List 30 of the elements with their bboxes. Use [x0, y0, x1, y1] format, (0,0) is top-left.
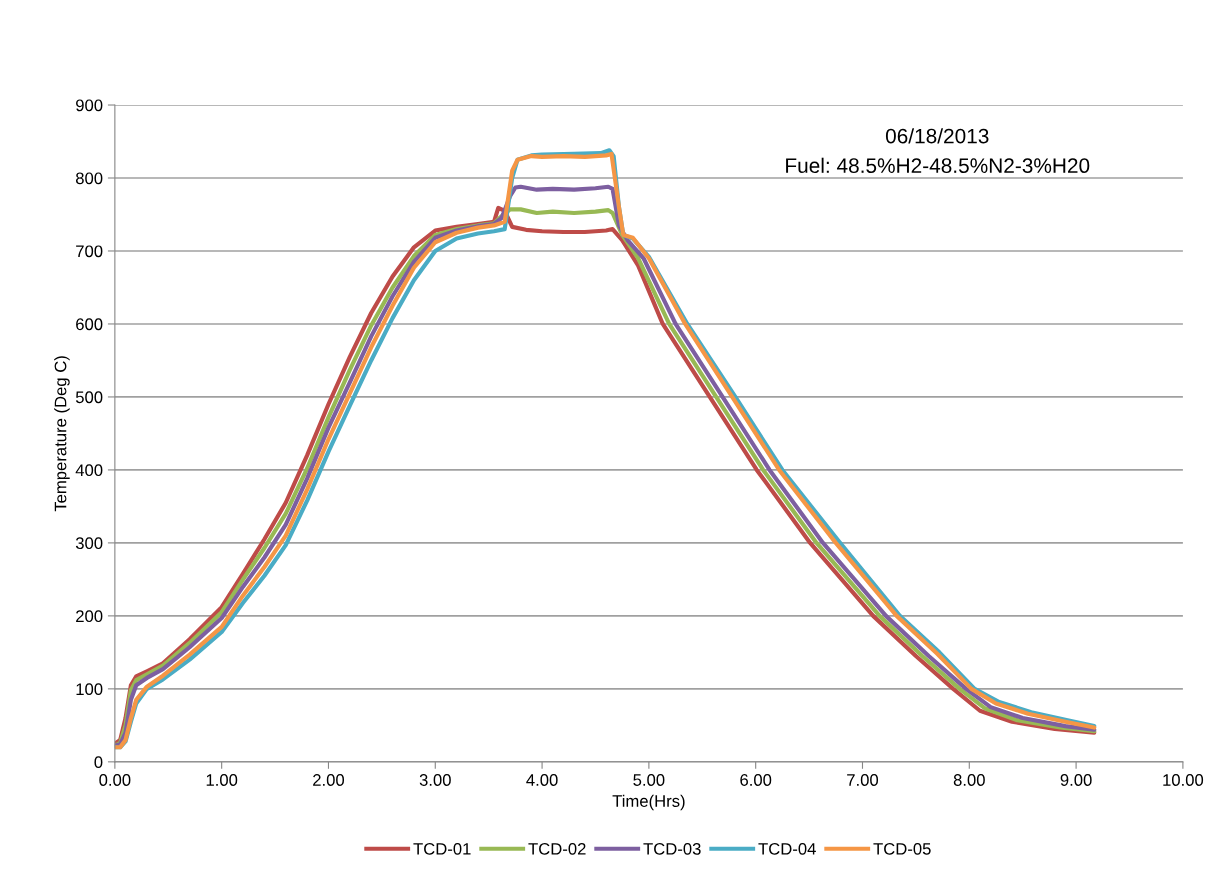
x-tick-label: 0.00	[99, 774, 131, 786]
legend-label: TCD-01	[413, 842, 471, 855]
y-tick-label: 800	[75, 172, 103, 185]
annotation: 06/18/2013	[885, 128, 989, 144]
y-tick-label: 100	[76, 683, 103, 696]
x-tick-label: 2.00	[313, 774, 345, 786]
x-tick-label: 7.00	[847, 774, 879, 786]
legend-label: TCD-02	[528, 842, 586, 855]
y-tick-label: 300	[75, 537, 103, 550]
x-tick-label: 5.00	[633, 774, 665, 786]
legend-label: TCD-05	[873, 842, 931, 855]
x-tick-label: 1.00	[206, 774, 238, 786]
y-tick-label: 0	[94, 756, 103, 769]
x-tick-label: 3.00	[419, 774, 451, 786]
y-tick-label: 500	[75, 391, 103, 404]
x-tick-label: 4.00	[526, 774, 558, 786]
y-tick-label: 700	[76, 245, 103, 258]
annotation: Fuel: 48.5%H2-48.5%N2-3%H20	[786, 157, 1090, 174]
x-tick-label: 6.00	[740, 774, 772, 786]
y-axis-title: Temperature (Deg C)	[54, 356, 70, 512]
legend-label: TCD-03	[643, 842, 701, 855]
y-tick-label: 900	[76, 99, 103, 112]
y-tick-label: 200	[76, 610, 103, 623]
y-tick-label: 600	[76, 318, 103, 331]
legend-label: TCD-04	[758, 842, 816, 855]
x-tick-label: 10.00	[1163, 774, 1204, 786]
x-tick-label: 8.00	[953, 774, 985, 786]
y-tick-label: 400	[75, 464, 103, 477]
x-axis-title: Time(Hrs)	[612, 794, 685, 811]
x-tick-label: 9.00	[1060, 774, 1092, 786]
